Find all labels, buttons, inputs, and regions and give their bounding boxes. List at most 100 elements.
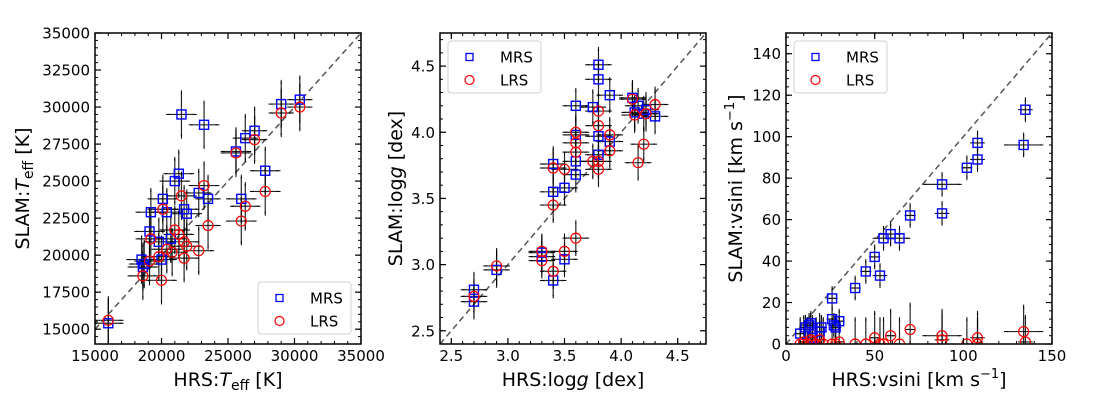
one-to-one-line (786, 33, 1052, 344)
one-to-one-line (440, 33, 706, 344)
errorbar-lrs (794, 317, 806, 344)
errorbar-lrs (168, 233, 200, 283)
legend-circle-marker-icon (810, 74, 821, 86)
point-lrs (181, 240, 193, 252)
point-mrs (145, 206, 157, 218)
point-lrs (849, 338, 861, 344)
point-lrs (547, 265, 559, 277)
point-mrs (593, 59, 604, 70)
y-tick-label: 80 (762, 170, 781, 188)
errorbar-lrs (551, 151, 578, 188)
point-mrs (816, 322, 827, 333)
errorbar-mrs (872, 263, 888, 288)
point-lrs (936, 334, 948, 344)
point-mrs (849, 282, 861, 294)
y-tick-label: 15000 (42, 321, 90, 339)
errorbar-lrs (151, 225, 183, 274)
x-tick-label: 3.0 (496, 347, 520, 365)
point-mrs (559, 254, 570, 265)
point-mrs (547, 186, 559, 198)
errorbar-mrs (1003, 132, 1044, 158)
legend-label: MRS (310, 290, 343, 308)
point-lrs (175, 190, 188, 202)
point-mrs (593, 131, 604, 142)
legend-label: LRS (846, 72, 874, 90)
errorbar-lrs (860, 317, 872, 344)
panel-1: 15000 20000 25000 30000 35000 15000 17500 20000… (12, 25, 385, 395)
point-mrs (144, 226, 155, 237)
point-lrs (807, 336, 819, 344)
point-mrs (860, 266, 871, 277)
errorbar-lrs (226, 196, 257, 246)
x-tick-label: 25000 (204, 347, 252, 365)
point-lrs (102, 314, 114, 326)
point-lrs (155, 274, 168, 286)
errorbar-lrs (562, 220, 590, 257)
point-lrs (235, 215, 247, 227)
legend-label: LRS (500, 72, 528, 90)
point-mrs (869, 251, 880, 263)
point-lrs (166, 246, 178, 258)
y-tick-label: 40 (762, 253, 781, 271)
point-lrs (640, 108, 652, 120)
point-mrs (972, 137, 983, 149)
point-lrs (626, 93, 639, 105)
point-mrs (570, 100, 582, 111)
point-mrs (593, 74, 604, 85)
x-axis-label: HRS:logg [dex] (502, 369, 645, 391)
point-mrs (587, 101, 599, 113)
errorbar-mrs (596, 77, 624, 114)
y-tick-label: 4.0 (411, 124, 435, 142)
point-lrs (860, 338, 872, 344)
point-lrs (173, 228, 185, 241)
point-lrs (893, 338, 906, 344)
errorbar-lrs (166, 171, 197, 221)
errorbar-lrs (624, 144, 652, 181)
y-tick-label: 60 (762, 211, 781, 229)
point-mrs (468, 296, 480, 307)
point-lrs (1018, 325, 1030, 338)
point-lrs (547, 199, 559, 211)
point-lrs (632, 157, 644, 169)
point-lrs (587, 155, 599, 167)
axes-frame (785, 32, 1053, 345)
point-mrs (176, 109, 187, 120)
point-lrs (145, 233, 157, 245)
point-mrs (193, 187, 204, 199)
point-lrs (1019, 336, 1031, 344)
point-mrs (894, 233, 905, 244)
x-tick-label: 4.0 (609, 347, 633, 365)
point-mrs (559, 182, 570, 194)
errorbar-lrs (1003, 304, 1044, 344)
point-mrs (570, 169, 582, 180)
point-lrs (936, 330, 948, 342)
y-axis-label: SLAM:logg [dex] (385, 111, 407, 266)
point-lrs (814, 334, 826, 344)
legend-square-marker-icon (275, 293, 284, 303)
y-tick-label: 3.0 (411, 256, 435, 274)
errorbar-lrs (867, 317, 900, 344)
y-tick-label: 22500 (42, 210, 90, 228)
y-tick-label: 30000 (42, 99, 90, 117)
point-mrs (1020, 104, 1031, 115)
errorbar-lrs (551, 233, 578, 270)
point-mrs (249, 125, 260, 136)
errorbar-mrs (188, 100, 220, 150)
errorbar-lrs (874, 317, 886, 344)
legend: MRS LRS (447, 40, 542, 94)
point-mrs (936, 208, 948, 219)
legend-label: MRS (500, 49, 533, 67)
errorbar-lrs (585, 107, 612, 144)
x-tick-label: 3.5 (553, 347, 577, 365)
y-tick-label: 35000 (42, 25, 90, 43)
axes-frame (439, 32, 707, 345)
point-mrs (169, 175, 181, 187)
point-lrs (604, 145, 616, 157)
point-lrs (198, 179, 210, 192)
point-lrs (490, 260, 503, 272)
errorbar-mrs (922, 171, 962, 197)
errorbar-lrs (460, 278, 488, 315)
y-tick-label: 2.5 (411, 322, 435, 340)
x-tick-label: 35000 (337, 347, 385, 365)
point-mrs (830, 322, 841, 333)
